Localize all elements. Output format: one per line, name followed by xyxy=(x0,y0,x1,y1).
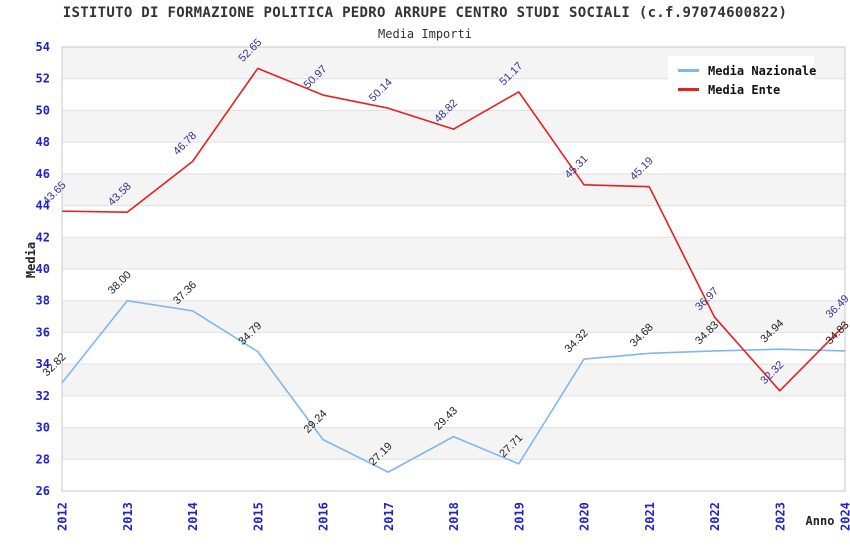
y-tick-label: 30 xyxy=(36,421,50,435)
legend-label: Media Nazionale xyxy=(708,63,817,78)
x-tick-label: 2019 xyxy=(512,502,526,531)
series-line-media-nazionale xyxy=(61,299,846,473)
y-tick-label: 46 xyxy=(36,167,50,181)
chart-subtitle: Media Importi xyxy=(378,27,472,41)
y-tick-label: 26 xyxy=(36,484,50,498)
x-tick-label: 2021 xyxy=(643,502,657,531)
x-tick-label: 2012 xyxy=(56,502,70,531)
y-axis-title: Media xyxy=(24,241,38,279)
y-tick-label: 34 xyxy=(36,357,50,371)
y-tick-label: 38 xyxy=(36,294,50,308)
y-tick-label: 48 xyxy=(36,135,50,149)
plot-border xyxy=(61,46,846,492)
chart-title: ISTITUTO DI FORMAZIONE POLITICA PEDRO AR… xyxy=(62,5,788,21)
series-line-media-ente xyxy=(61,67,846,392)
background-stripe xyxy=(62,110,845,143)
legend-swatch-red-line-icon xyxy=(678,88,699,91)
legend: Media Nazionale Media Ente xyxy=(668,56,817,100)
y-tick-label: 42 xyxy=(36,230,50,244)
y-tick-label: 50 xyxy=(36,103,50,117)
background-stripe xyxy=(62,427,845,460)
y-tick-label: 28 xyxy=(36,452,50,466)
x-tick-label: 2014 xyxy=(186,502,200,531)
background-stripe xyxy=(62,269,845,301)
legend-label: Media Ente xyxy=(708,82,781,97)
y-tick-label: 52 xyxy=(36,72,50,86)
x-tick-label: 2020 xyxy=(578,502,592,531)
background-stripe xyxy=(62,237,845,269)
background-stripe xyxy=(62,142,845,174)
x-tick-label: 2016 xyxy=(317,502,331,531)
x-axis-title: Anno xyxy=(805,514,835,528)
y-tick-label: 36 xyxy=(36,325,50,339)
x-tick-label: 2024 xyxy=(839,502,850,531)
x-tick-label: 2023 xyxy=(773,502,787,531)
background-stripe xyxy=(62,332,845,365)
x-tick-label: 2017 xyxy=(382,502,396,531)
background-stripe xyxy=(62,205,845,238)
x-tick-label: 2013 xyxy=(121,502,135,531)
legend-item-media-ente: Media Ente xyxy=(668,80,814,99)
x-tick-label: 2015 xyxy=(251,502,265,531)
x-tick-label: 2022 xyxy=(708,502,722,531)
y-tick-label: 44 xyxy=(36,199,50,213)
legend-item-media-nazionale: Media Nazionale xyxy=(668,61,817,80)
background-stripe xyxy=(62,173,845,206)
background-stripe xyxy=(62,459,845,491)
y-tick-label: 54 xyxy=(36,40,50,54)
legend-swatch-blue-line-icon xyxy=(678,69,699,72)
y-tick-label: 40 xyxy=(36,262,50,276)
background-stripe xyxy=(62,395,845,428)
x-tick-label: 2018 xyxy=(447,502,461,531)
background-stripe xyxy=(62,364,845,396)
y-tick-label: 32 xyxy=(36,389,50,403)
